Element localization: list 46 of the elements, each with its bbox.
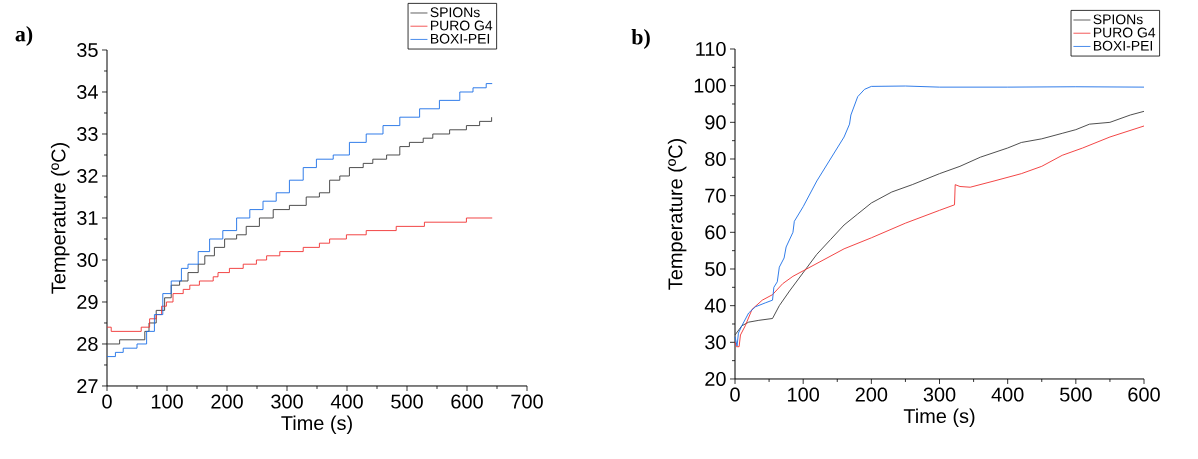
x-tick-label: 600 [1128, 387, 1160, 402]
x-axis-title: Time (s) [903, 408, 975, 428]
y-tick-label: 30 [77, 252, 98, 268]
y-tick-label: 70 [705, 188, 726, 203]
x-tick-label: 200 [855, 387, 888, 402]
x-tick-label: 500 [1060, 387, 1092, 402]
y-tick-label: 100 [694, 78, 726, 93]
x-tick-label: 600 [451, 394, 483, 409]
y-tick-label: 30 [705, 335, 726, 350]
y-tick-label: 50 [705, 261, 726, 277]
y-tick-label: 33 [77, 126, 98, 142]
x-tick-label: 0 [730, 387, 740, 402]
y-tick-label: 110 [696, 41, 726, 57]
legend-label: SPIONs [430, 7, 480, 18]
chart-title: b) [631, 29, 650, 49]
y-tick-label: 34 [77, 84, 98, 100]
y-tick-label: 29 [77, 294, 98, 310]
x-tick-label: 400 [330, 394, 363, 409]
x-tick-label: 0 [102, 394, 112, 409]
y-tick-label: 80 [705, 151, 726, 167]
y-axis-title: Temperature (ºC) [667, 139, 687, 290]
legend-label: BOXI-PEI [430, 33, 490, 44]
y-tick-label: 60 [705, 225, 726, 240]
y-tick-label: 90 [705, 115, 726, 130]
y-tick-label: 27 [77, 379, 98, 393]
chart-title: a) [15, 26, 33, 46]
x-tick-label: 100 [151, 394, 183, 409]
x-axis-title: Time (s) [281, 415, 352, 435]
legend-label: SPIONs [1093, 14, 1143, 25]
y-tick-label: 31 [77, 210, 98, 226]
x-tick-label: 400 [991, 387, 1024, 402]
y-tick-label: 20 [705, 371, 726, 387]
x-tick-label: 300 [271, 394, 303, 409]
legend-label: BOXI-PEI [1093, 40, 1153, 51]
y-tick-label: 40 [704, 298, 726, 313]
x-tick-label: 300 [923, 387, 956, 402]
x-tick-label: 700 [511, 394, 543, 409]
y-tick-label: 32 [77, 168, 98, 184]
legend-label: PURO G4 [430, 20, 493, 31]
x-tick-label: 500 [391, 394, 423, 409]
legend-label: PURO G4 [1093, 27, 1156, 38]
x-tick-label: 100 [788, 387, 820, 402]
y-axis-title: Temperature (ºC) [50, 143, 70, 294]
x-tick-label: 200 [211, 394, 243, 409]
y-tick-label: 35 [77, 42, 98, 58]
y-tick-label: 28 [77, 336, 98, 352]
